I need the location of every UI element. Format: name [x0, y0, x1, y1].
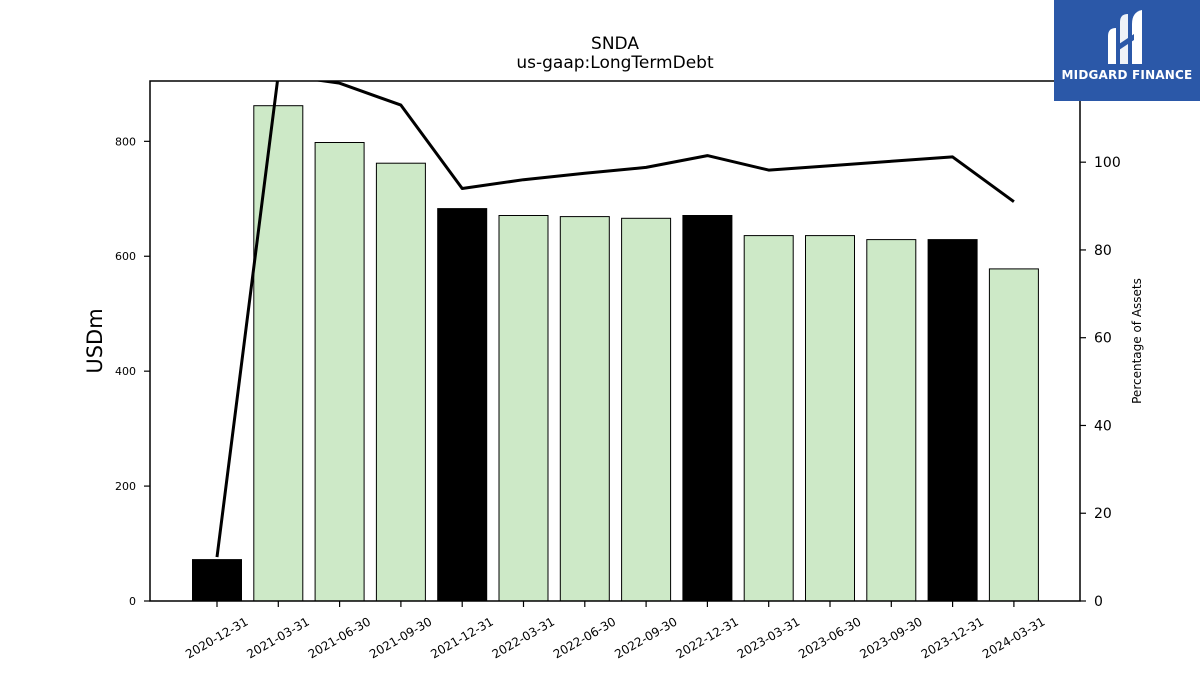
x-axis: 2020-12-312021-03-312021-06-302021-09-30…	[183, 601, 1047, 661]
y-axis-label: USDm	[83, 308, 107, 373]
x-tick-label: 2022-12-31	[673, 614, 740, 661]
left-tick-label: 200	[115, 480, 136, 493]
x-tick-label: 2023-06-30	[796, 614, 863, 661]
left-tick-label: 0	[129, 595, 136, 608]
bar-2024-03-31	[988, 268, 1039, 602]
x-tick-label: 2022-09-30	[612, 614, 679, 661]
right-axis: 0 20 40 60 80 100	[1080, 155, 1121, 610]
left-tick-label: 600	[115, 250, 136, 263]
bar-2023-12-31	[927, 239, 978, 602]
bar-2022-06-30	[559, 216, 610, 602]
chart-subtitle: us-gaap:LongTermDebt	[516, 53, 714, 73]
right-tick-label: 40	[1094, 418, 1112, 434]
x-tick-label: 2023-09-30	[857, 614, 924, 661]
x-tick-label: 2023-12-31	[919, 614, 986, 661]
bar-2021-12-31	[437, 208, 488, 602]
x-tick-label: 2021-06-30	[306, 614, 373, 661]
brand-name: MIDGARD FINANCE	[1061, 68, 1193, 82]
x-tick-label: 2022-03-31	[490, 614, 557, 661]
bar-series	[192, 105, 1039, 602]
bar-2021-09-30	[375, 162, 426, 602]
right-tick-label: 100	[1094, 155, 1121, 171]
bar-2022-09-30	[621, 217, 672, 602]
percentage-of-assets-line	[215, 81, 1015, 558]
bar-2023-09-30	[866, 239, 917, 602]
left-tick-label: 800	[115, 135, 136, 148]
x-tick-label: 2024-03-31	[980, 614, 1047, 661]
bar-2021-06-30	[314, 142, 365, 602]
x-tick-label: 2021-03-31	[244, 614, 311, 661]
right-tick-label: 0	[1094, 594, 1103, 610]
right-tick-label: 80	[1094, 243, 1112, 259]
left-axis: 0 200 400 600 800	[115, 135, 150, 608]
y2-axis-label: Percentage of Assets	[1130, 278, 1144, 404]
bar-2020-12-31	[192, 559, 242, 602]
bar-2023-06-30	[805, 235, 855, 602]
logo-mark-icon	[1108, 10, 1142, 64]
left-tick-label: 400	[115, 365, 136, 378]
x-tick-label: 2021-09-30	[367, 614, 434, 661]
right-tick-label: 20	[1094, 506, 1112, 522]
x-tick-label: 2023-03-31	[735, 614, 802, 661]
right-tick-label: 60	[1094, 331, 1112, 347]
x-tick-label: 2021-12-31	[428, 614, 495, 661]
chart-title: SNDA	[591, 34, 639, 54]
plot-frame	[149, 80, 1081, 602]
bar-2023-03-31	[743, 235, 794, 602]
brand-logo: MIDGARD FINANCE	[1054, 0, 1200, 101]
x-tick-label: 2022-06-30	[551, 614, 618, 661]
bar-2022-03-31	[498, 215, 549, 602]
line-series	[215, 81, 1015, 558]
bar-2021-03-31	[253, 105, 304, 602]
bar-2022-12-31	[682, 215, 733, 602]
x-tick-label: 2020-12-31	[183, 614, 250, 661]
